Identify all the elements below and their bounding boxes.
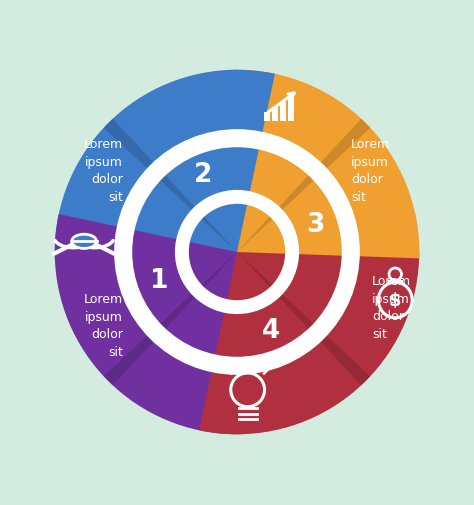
Text: Lorem
ipsum
dolor
sit: Lorem ipsum dolor sit	[351, 138, 390, 204]
Wedge shape	[104, 120, 237, 252]
Wedge shape	[237, 120, 370, 252]
Wedge shape	[231, 71, 275, 252]
Wedge shape	[55, 252, 237, 434]
Wedge shape	[237, 215, 419, 259]
Wedge shape	[199, 252, 243, 434]
Bar	[264, 113, 270, 122]
Wedge shape	[55, 215, 237, 259]
Text: 4: 4	[262, 318, 280, 343]
Bar	[272, 108, 278, 122]
Text: $: $	[389, 291, 401, 310]
Wedge shape	[104, 252, 237, 385]
Text: Lorem
ipsum
dolor
sit: Lorem ipsum dolor sit	[84, 292, 123, 358]
Wedge shape	[237, 252, 419, 434]
Wedge shape	[55, 71, 237, 252]
Text: 1: 1	[149, 268, 168, 294]
Ellipse shape	[72, 235, 97, 249]
Bar	[288, 97, 294, 122]
Text: 2: 2	[194, 162, 212, 187]
Wedge shape	[237, 71, 419, 252]
Text: 3: 3	[306, 211, 324, 237]
Wedge shape	[237, 252, 370, 385]
Bar	[280, 103, 286, 122]
Text: Lorem
ipsum
dolor
sit: Lorem ipsum dolor sit	[372, 275, 411, 340]
Text: Lorem
ipsum
dolor
sit: Lorem ipsum dolor sit	[84, 138, 123, 204]
